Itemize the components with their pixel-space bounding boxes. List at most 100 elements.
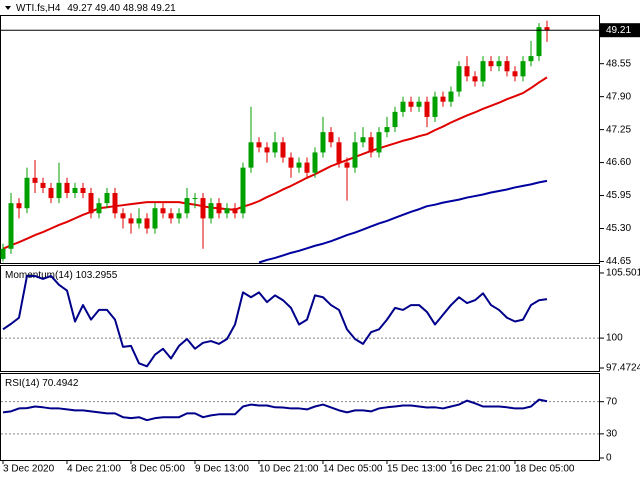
candle-body xyxy=(176,213,182,219)
candle-body xyxy=(112,193,118,214)
candle-body xyxy=(488,61,494,67)
candle-body xyxy=(64,182,70,194)
y-tick-label: 46.60 xyxy=(606,157,631,168)
current-price-box xyxy=(600,23,640,38)
x-tick-label: 15 Dec 13:00 xyxy=(387,464,447,475)
candle-body xyxy=(408,101,414,107)
candle-body xyxy=(56,182,62,199)
candle-body xyxy=(280,142,286,158)
candle-body xyxy=(536,27,542,57)
ohlc-high: 49.40 xyxy=(95,3,120,14)
candle-body xyxy=(320,132,326,153)
x-tick-label: 10 Dec 21:00 xyxy=(259,464,319,475)
candle-body xyxy=(440,96,446,102)
candle-body xyxy=(96,203,102,214)
candle-body xyxy=(480,61,486,82)
x-tick-label: 4 Dec 21:00 xyxy=(67,464,121,475)
candle-body xyxy=(272,142,278,153)
candle-body xyxy=(104,193,110,204)
y-tick-label: 45.95 xyxy=(606,190,631,201)
candle-body xyxy=(208,203,214,219)
candle-body xyxy=(512,71,518,77)
symbol: WTI.fs,H4 xyxy=(16,3,61,14)
candle-body xyxy=(448,91,454,102)
candle-body xyxy=(8,203,14,249)
menu-triangle[interactable] xyxy=(5,6,11,10)
x-tick-label: 8 Dec 05:00 xyxy=(131,464,185,475)
y-tick-label: 70 xyxy=(606,396,618,407)
candle-body xyxy=(24,177,30,209)
momentum-panel-frame xyxy=(0,265,600,372)
candle-body xyxy=(376,132,382,153)
x-tick-label: 16 Dec 21:00 xyxy=(451,464,511,475)
candle-body xyxy=(152,208,158,229)
current-price-label: 49.21 xyxy=(606,25,631,36)
momentum-header: Momentum(14) 103.2955 xyxy=(5,270,118,281)
candle-body xyxy=(544,27,550,31)
candle-body xyxy=(168,213,174,219)
candle-body xyxy=(264,147,270,153)
candle-body xyxy=(40,182,46,188)
momentum-title: Momentum(14) xyxy=(5,270,73,281)
ohlc-low: 48.98 xyxy=(123,3,148,14)
candle-body xyxy=(352,142,358,168)
candle-body xyxy=(136,218,142,224)
indicator-line xyxy=(2,76,548,250)
x-tick-label: 18 Dec 05:00 xyxy=(515,464,575,475)
x-tick-label: 14 Dec 05:00 xyxy=(323,464,383,475)
candle-body xyxy=(416,101,422,107)
main-panel-frame xyxy=(0,15,600,264)
y-tick-label: 30 xyxy=(606,428,618,439)
candle-body xyxy=(400,101,406,112)
candle-body xyxy=(392,111,398,128)
candle-body xyxy=(184,198,190,214)
candle-body xyxy=(232,208,238,214)
y-tick-label: 97.4724 xyxy=(606,363,640,374)
candle-body xyxy=(368,137,374,153)
y-tick-label: 47.25 xyxy=(606,124,631,135)
candle-body xyxy=(528,56,534,62)
candle-body xyxy=(248,142,254,168)
y-tick-label: 100 xyxy=(606,333,623,344)
candle-body xyxy=(520,61,526,77)
candle-body xyxy=(192,198,198,200)
candle-body xyxy=(464,66,470,77)
candle-body xyxy=(224,208,230,214)
candle-body xyxy=(128,218,134,224)
candle-body xyxy=(496,61,502,67)
y-tick-label: 48.55 xyxy=(606,58,631,69)
candle-body xyxy=(144,218,150,229)
candle-body xyxy=(312,152,318,173)
candle-body xyxy=(384,127,390,133)
x-tick-label: 3 Dec 2020 xyxy=(3,464,55,475)
indicator-line xyxy=(258,179,548,264)
ohlc-open: 49.27 xyxy=(67,3,92,14)
x-tick-label: 9 Dec 13:00 xyxy=(195,464,249,475)
candle-body xyxy=(32,177,38,183)
momentum-value: 103.2955 xyxy=(76,270,118,281)
candle-body xyxy=(360,137,366,143)
candle-body xyxy=(72,187,78,194)
rsi-header: RSI(14) 70.4942 xyxy=(5,378,79,389)
candle-body xyxy=(0,248,6,259)
candle-body xyxy=(216,203,222,214)
candle-body xyxy=(432,96,438,117)
candle-body xyxy=(256,142,262,148)
candle-body xyxy=(424,101,430,117)
indicator-line xyxy=(2,398,548,422)
candle-body xyxy=(472,76,478,82)
y-tick-label: 47.90 xyxy=(606,91,631,102)
candle-body xyxy=(16,203,22,209)
candle-body xyxy=(336,142,342,163)
candle-body xyxy=(288,157,294,168)
rsi-title: RSI(14) xyxy=(5,378,39,389)
ohlc-close: 49.21 xyxy=(151,3,176,14)
rsi-value: 70.4942 xyxy=(42,378,79,389)
y-tick-label: 45.30 xyxy=(606,223,631,234)
candle-body xyxy=(240,167,246,214)
candle-body xyxy=(296,162,302,168)
candle-body xyxy=(504,61,510,72)
candle-body xyxy=(456,66,462,92)
